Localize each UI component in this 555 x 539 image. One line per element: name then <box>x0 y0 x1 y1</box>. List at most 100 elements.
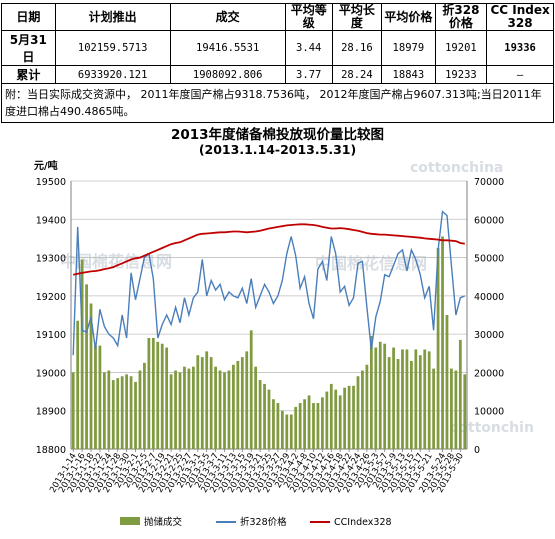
bar <box>276 403 280 449</box>
bar <box>458 339 462 449</box>
row-price: 18979 <box>381 30 436 66</box>
bar <box>205 351 209 449</box>
y-tick-label: 19300 <box>36 254 66 265</box>
y-tick-label: 19500 <box>36 177 66 188</box>
bar <box>369 336 373 449</box>
bar <box>200 357 204 449</box>
bar <box>76 320 80 449</box>
bar <box>232 364 235 449</box>
bar <box>280 410 284 449</box>
bar <box>160 343 164 449</box>
bar <box>98 345 102 449</box>
bar <box>240 357 244 449</box>
row-date: 5月31日 <box>1 30 56 66</box>
bar <box>120 376 124 449</box>
header-cc: CC Index 328 <box>486 3 554 31</box>
bar <box>294 406 298 449</box>
header-price: 平均价格 <box>381 3 436 31</box>
bar <box>387 357 391 449</box>
bar <box>285 414 289 449</box>
bar <box>338 395 342 449</box>
legend-label: 折328价格 <box>240 516 287 528</box>
bar <box>432 368 436 449</box>
note-row: 附：当日实际成交资源中， 2011年度国产棉占9318.7536吨， 2012年… <box>1 83 554 123</box>
bar <box>463 374 467 449</box>
table-header-row: 日期 计划推出 成交 平均等级 平均长度 平均价格 折328价格 CC Inde… <box>1 3 554 31</box>
bar <box>236 360 240 449</box>
y2-tick-label: 40000 <box>474 292 504 303</box>
bar <box>334 389 338 449</box>
bar <box>183 366 186 449</box>
bar <box>454 370 458 449</box>
bar <box>71 372 75 449</box>
y2-tick-label: 30000 <box>474 330 504 341</box>
y2-tick-label: 50000 <box>474 254 504 265</box>
bar <box>414 349 418 449</box>
bar <box>134 382 137 449</box>
y-tick-label: 19200 <box>36 292 66 303</box>
bar <box>94 345 97 449</box>
chart-subtitle: (2013.1.14-2013.5.31) <box>198 142 357 157</box>
bar <box>427 351 431 449</box>
y2-tick-label: 0 <box>474 445 480 456</box>
bar <box>125 374 128 449</box>
note-text: 附：当日实际成交资源中， 2011年度国产棉占9318.7536吨， 2012年… <box>1 83 554 123</box>
y-tick-label: 19000 <box>36 368 66 379</box>
row-p328: 19233 <box>434 65 488 84</box>
bar <box>405 349 409 449</box>
bar <box>187 368 191 449</box>
chart-title: 2013年度储备棉投放现价量比较图 <box>170 127 385 143</box>
bar <box>347 385 351 449</box>
row-grade: 3.44 <box>284 30 333 66</box>
bar <box>298 403 302 449</box>
bar <box>111 380 115 449</box>
watermark: cottonchin <box>450 420 534 436</box>
bar <box>129 376 133 449</box>
bar <box>151 337 155 449</box>
bar <box>374 347 378 449</box>
header-length: 平均长度 <box>331 3 383 31</box>
y2-tick-label: 60000 <box>474 215 504 226</box>
row-plan: 102159.5713 <box>54 30 171 66</box>
bar <box>378 341 382 449</box>
bar <box>307 395 311 449</box>
bar <box>356 376 360 449</box>
bar <box>147 337 151 449</box>
bar <box>165 347 169 449</box>
bar <box>329 383 333 449</box>
bar <box>441 236 444 449</box>
watermark: 中国棉花信息网 <box>315 254 428 273</box>
bar <box>254 366 258 449</box>
bar <box>102 372 106 449</box>
bar <box>361 370 364 449</box>
y-tick-label: 19100 <box>36 330 66 341</box>
bar <box>85 284 88 449</box>
legend-label: 抛储成交 <box>144 516 183 528</box>
y-tick-label: 18800 <box>36 445 66 456</box>
bar <box>312 403 315 449</box>
bar <box>178 372 182 449</box>
bar <box>343 387 347 449</box>
bar <box>445 315 449 449</box>
bar <box>272 399 275 449</box>
bar <box>289 414 293 449</box>
row-length: 28.16 <box>331 30 383 66</box>
bar <box>325 391 329 449</box>
bar <box>396 359 400 449</box>
bar <box>249 330 253 449</box>
bar <box>174 370 177 449</box>
bar <box>143 362 146 449</box>
series-line-p328 <box>72 210 466 356</box>
row-deal: 19416.5531 <box>169 30 286 66</box>
header-p328: 折328价格 <box>434 3 488 31</box>
bar <box>383 343 387 449</box>
bar <box>267 389 271 449</box>
bar <box>245 351 249 449</box>
bar <box>418 355 422 449</box>
bar <box>191 366 195 449</box>
bar <box>80 259 84 449</box>
bar <box>156 341 160 449</box>
legend-label: CCIndex328 <box>334 517 392 528</box>
bar <box>423 349 427 449</box>
bar <box>169 374 173 449</box>
